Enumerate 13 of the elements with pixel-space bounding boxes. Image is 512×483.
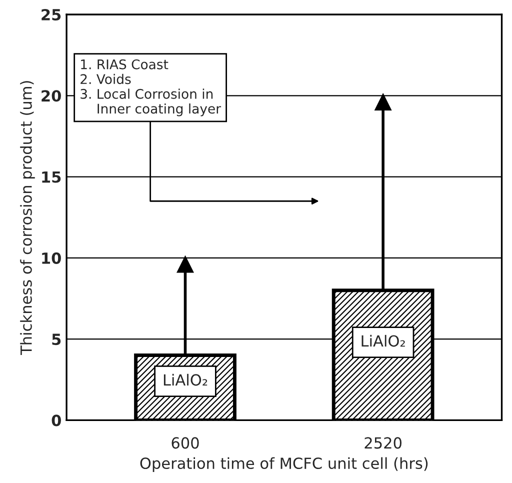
y-tick-label: 0 xyxy=(52,414,61,426)
annotation: LiAlO₂ xyxy=(164,374,208,386)
y-tick-label: 25 xyxy=(42,8,61,21)
annotation: LiAlO₂ xyxy=(362,334,405,347)
y-tick-label: 15 xyxy=(42,171,61,183)
annotation: 1. RIAS Coast 2. Voids 3. Local Corrosion in Inner coating layer xyxy=(80,59,222,116)
x-axis-title: Operation time of MCFC unit cell (hrs) xyxy=(140,457,428,472)
y-axis-title: Thickness of corrosion product (um) xyxy=(20,81,35,355)
x-tick-label: 600 xyxy=(172,437,199,449)
y-tick-label: 20 xyxy=(42,90,61,102)
x-tick-label: 2520 xyxy=(364,437,402,449)
y-tick-label: 5 xyxy=(52,334,61,346)
y-tick-label: 10 xyxy=(42,252,61,264)
